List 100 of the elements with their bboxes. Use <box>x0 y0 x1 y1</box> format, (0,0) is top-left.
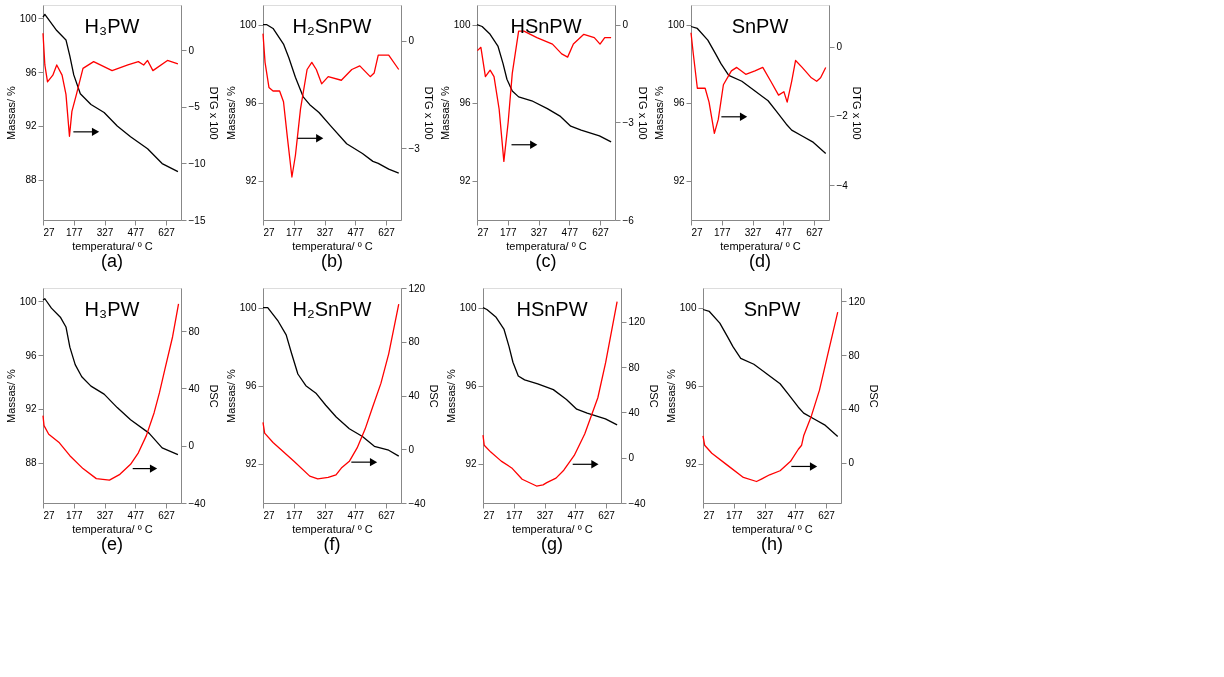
text: H₃PW <box>84 298 140 320</box>
y2-tick-label: 80 <box>188 325 201 337</box>
y2-tick-label: −6 <box>622 214 635 226</box>
x-tick-label: 177 <box>499 226 518 238</box>
y-tick-label: 96 <box>245 380 257 392</box>
y2-tick-label: 40 <box>628 406 641 418</box>
x-tick-label: 627 <box>598 509 616 521</box>
y-tick-label: 88 <box>25 174 37 186</box>
y2-tick-label: 0 <box>848 457 855 469</box>
y2-tick-label: 120 <box>848 295 866 307</box>
y-tick-label: 100 <box>19 295 37 307</box>
y-tick-label: 96 <box>459 97 471 109</box>
line-series <box>482 300 618 487</box>
chart-title: SnPW <box>743 298 801 320</box>
y2-axis-title: DSC <box>208 384 221 408</box>
y-tick-label: 92 <box>25 403 37 415</box>
text: (g) <box>541 534 563 554</box>
x-axis-title: temperatura/ º C <box>292 522 373 535</box>
y2-tick-label: 80 <box>848 349 861 361</box>
chart-title: HSnPW <box>516 298 588 320</box>
y-tick-label: 96 <box>245 97 257 109</box>
y-tick-label: 100 <box>459 302 477 314</box>
y2-tick-label: 0 <box>408 443 415 455</box>
x-tick-label: 327 <box>744 226 762 238</box>
y-tick-label: 96 <box>685 380 697 392</box>
y-axis-title: Massas/ % <box>224 85 237 140</box>
x-tick-label: 177 <box>65 226 84 238</box>
x-tick-label: 327 <box>536 509 554 521</box>
y-tick-label: 96 <box>465 380 477 392</box>
x-tick-label: 627 <box>378 509 396 521</box>
x-tick-label: 27 <box>43 226 56 238</box>
y-axis-title: Massas/ % <box>652 85 665 140</box>
y2-tick-label: 120 <box>628 316 646 328</box>
x-tick-label: 327 <box>316 226 334 238</box>
x-tick-label: 177 <box>285 226 304 238</box>
y-tick-label: 92 <box>25 120 37 132</box>
y-tick-label: 88 <box>25 457 37 469</box>
x-tick-label: 327 <box>530 226 548 238</box>
x-tick-label: 477 <box>567 509 585 521</box>
y-axis-title: Massas/ % <box>444 368 457 423</box>
y-tick-label: 100 <box>667 19 685 31</box>
text: (d) <box>749 251 771 271</box>
y2-axis-title: DTG x 100 <box>636 86 649 140</box>
text: (f) <box>323 534 341 554</box>
x-tick-label: 477 <box>347 226 365 238</box>
x-tick-label: 477 <box>127 509 145 521</box>
x-axis-title: temperatura/ º C <box>720 239 801 252</box>
y-tick-label: 96 <box>25 349 37 361</box>
y2-tick-label: 40 <box>408 390 421 401</box>
y2-tick-label: 0 <box>188 44 195 56</box>
x-tick-label: 327 <box>96 226 114 238</box>
y-tick-label: 100 <box>239 302 257 314</box>
y-tick-label: 100 <box>679 302 697 314</box>
x-tick-label: 177 <box>285 509 304 521</box>
text: H₃PW <box>84 15 140 37</box>
y2-tick-label: −40 <box>188 497 206 509</box>
y2-tick-label: −40 <box>628 497 646 509</box>
y-tick-label: 92 <box>685 458 697 470</box>
x-tick-label: 177 <box>713 226 732 238</box>
x-tick-label: 27 <box>43 509 56 521</box>
x-tick-label: 627 <box>378 226 396 238</box>
chart-title: SnPW <box>731 15 789 37</box>
y2-tick-label: −2 <box>836 110 849 122</box>
text: (b) <box>321 251 343 271</box>
y-axis-title: Massas/ % <box>4 85 17 140</box>
x-tick-label: 477 <box>787 509 805 521</box>
x-tick-label: 627 <box>818 509 836 521</box>
x-axis-title: temperatura/ º C <box>72 522 153 535</box>
x-tick-label: 627 <box>806 226 824 238</box>
x-tick-label: 177 <box>725 509 744 521</box>
chart-title: HSnPW <box>510 15 582 37</box>
y2-tick-label: 0 <box>408 35 415 47</box>
y2-axis-title: DSC <box>868 384 881 408</box>
line-series <box>690 32 827 134</box>
y2-tick-label: 0 <box>188 440 195 452</box>
line-series <box>42 303 180 481</box>
y-tick-label: 100 <box>453 19 471 31</box>
x-tick-label: 477 <box>127 226 145 238</box>
y-tick-label: 100 <box>19 12 37 24</box>
chart-title: H₂SnPW <box>292 15 372 37</box>
x-axis-title: temperatura/ º C <box>732 522 813 535</box>
y2-tick-label: 40 <box>848 403 861 415</box>
y-tick-label: 92 <box>245 175 257 187</box>
x-tick-label: 627 <box>158 226 176 238</box>
y-axis-title: Massas/ % <box>224 368 237 423</box>
y-tick-label: 92 <box>673 175 685 187</box>
x-tick-label: 177 <box>505 509 524 521</box>
x-tick-label: 177 <box>65 509 84 521</box>
y-tick-label: 92 <box>465 458 477 470</box>
x-axis-title: temperatura/ º C <box>506 239 587 252</box>
text: (a) <box>101 251 123 271</box>
y2-tick-label: −5 <box>188 101 201 113</box>
y2-axis-title: DSC <box>428 384 441 408</box>
text: (h) <box>761 534 783 554</box>
y-axis-title: Massas/ % <box>4 368 17 423</box>
y2-axis-title: DSC <box>648 384 661 408</box>
x-tick-label: 627 <box>592 226 610 238</box>
x-tick-label: 27 <box>263 226 276 238</box>
y-axis-title: Massas/ % <box>664 368 677 423</box>
x-axis-title: temperatura/ º C <box>72 239 153 252</box>
